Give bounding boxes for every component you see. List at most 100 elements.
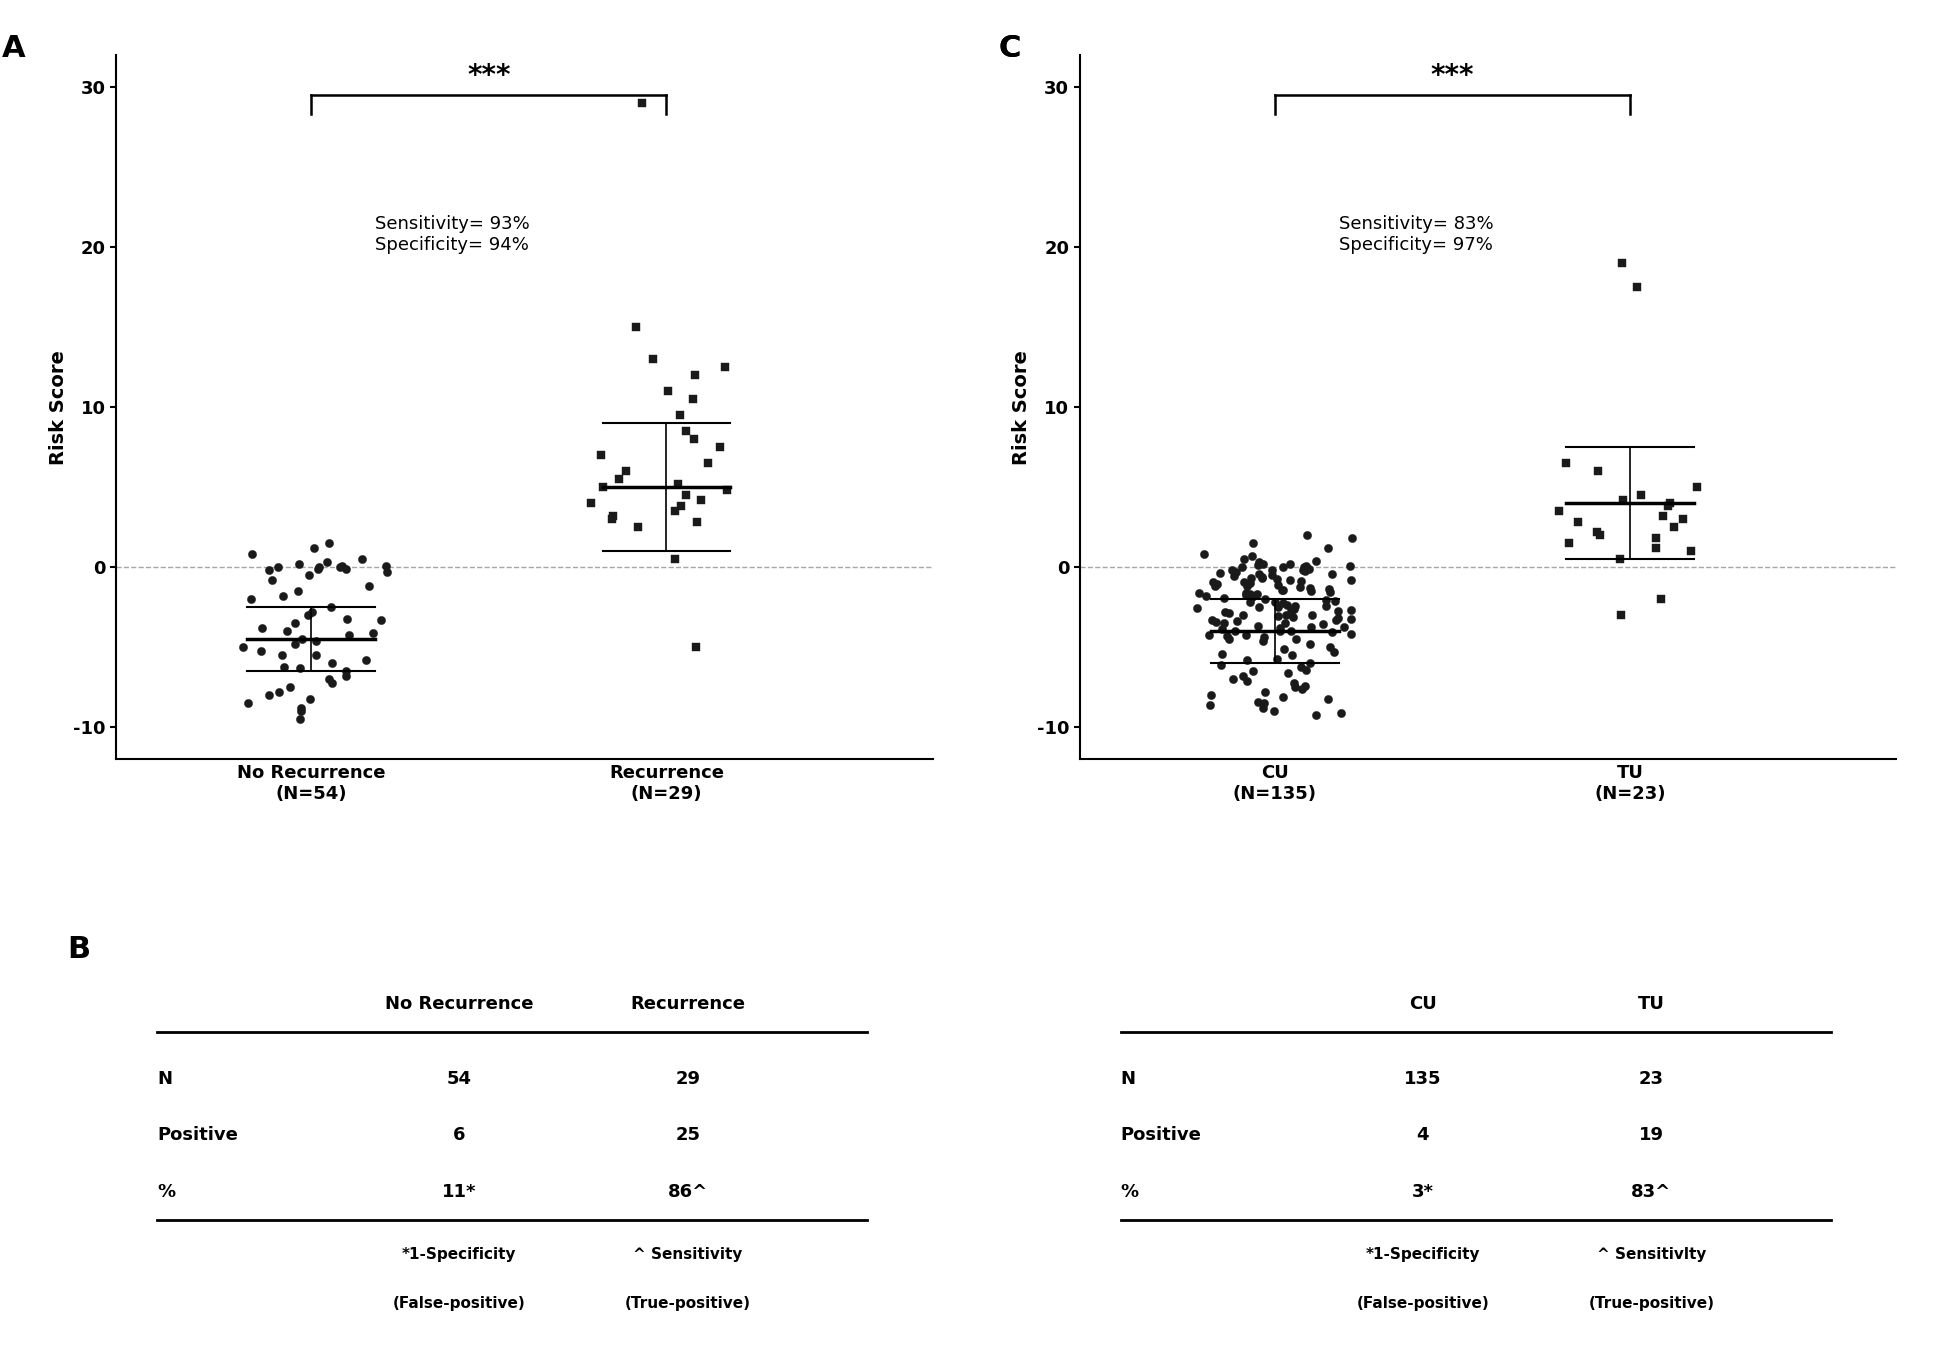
Point — [1310, 595, 1341, 617]
Point — [623, 516, 654, 538]
Point — [1641, 528, 1672, 550]
Text: Sensitivity= 93%
Specificity= 94%: Sensitivity= 93% Specificity= 94% — [375, 215, 530, 253]
Point — [1295, 577, 1325, 599]
Point — [1267, 637, 1298, 659]
Point — [1267, 557, 1298, 579]
Point — [1248, 553, 1279, 575]
Point — [596, 509, 627, 531]
Point — [1244, 551, 1275, 573]
Point — [1314, 688, 1345, 710]
Point — [1291, 554, 1322, 576]
Text: (True-positive): (True-positive) — [1589, 1295, 1714, 1311]
Point — [1289, 557, 1320, 579]
Point — [1235, 584, 1265, 606]
Text: (False-positive): (False-positive) — [1356, 1295, 1490, 1311]
Point — [1647, 505, 1678, 527]
Point — [331, 558, 362, 580]
Point — [660, 501, 691, 523]
Point — [283, 580, 313, 602]
Point — [1277, 606, 1308, 628]
Point — [1213, 628, 1244, 650]
Point — [246, 640, 277, 662]
Point — [588, 476, 619, 498]
Text: 11*: 11* — [441, 1183, 476, 1201]
Point — [1654, 492, 1685, 514]
Point — [1235, 591, 1265, 613]
Point — [1242, 691, 1273, 713]
Point — [315, 596, 346, 618]
Point — [1585, 524, 1616, 546]
Point — [1279, 598, 1310, 620]
Point — [1236, 544, 1267, 566]
Point — [1248, 698, 1279, 720]
Point — [1250, 681, 1281, 703]
Point — [294, 565, 325, 587]
Point — [281, 633, 312, 655]
Text: Positive: Positive — [157, 1126, 238, 1145]
Point — [1188, 543, 1219, 565]
Point — [312, 551, 342, 573]
Point — [611, 460, 642, 482]
Point — [621, 316, 652, 338]
Text: Sensitivity= 83%
Specificity= 97%: Sensitivity= 83% Specificity= 97% — [1339, 215, 1494, 253]
Point — [1314, 577, 1345, 599]
Point — [304, 558, 335, 580]
Point — [1198, 572, 1229, 594]
Point — [294, 688, 325, 710]
Point — [1200, 576, 1231, 598]
Point — [1295, 580, 1325, 602]
Point — [331, 607, 362, 629]
Point — [1209, 601, 1240, 622]
Point — [1668, 509, 1699, 531]
Point — [232, 692, 263, 714]
Point — [366, 609, 397, 631]
Point — [333, 624, 364, 646]
Point — [1190, 586, 1221, 607]
Point — [1206, 654, 1236, 676]
Point — [296, 601, 327, 622]
Point — [575, 492, 606, 514]
Text: 86^: 86^ — [668, 1183, 708, 1201]
Point — [1316, 581, 1347, 603]
Point — [1246, 566, 1277, 588]
Point — [1676, 540, 1707, 562]
Point — [677, 389, 708, 410]
Point — [1258, 700, 1289, 722]
Point — [292, 605, 323, 627]
Point — [1267, 579, 1298, 601]
Text: (False-positive): (False-positive) — [393, 1295, 526, 1311]
Point — [1291, 659, 1322, 681]
Point — [1231, 624, 1262, 646]
Text: 25: 25 — [675, 1126, 700, 1145]
Point — [236, 543, 267, 565]
Point — [627, 92, 658, 114]
Text: ***: *** — [466, 62, 511, 90]
Point — [1335, 609, 1366, 631]
Point — [1207, 618, 1238, 640]
Point — [652, 380, 683, 402]
Point — [1335, 554, 1366, 576]
Point — [664, 404, 695, 425]
Point — [304, 557, 335, 579]
Point — [681, 636, 712, 658]
Point — [1325, 702, 1356, 724]
Point — [1194, 694, 1225, 715]
Point — [1554, 532, 1585, 554]
Point — [598, 505, 629, 527]
Point — [1264, 620, 1295, 642]
Point — [1279, 672, 1310, 694]
Text: N: N — [1120, 1070, 1136, 1088]
Point — [267, 644, 298, 666]
Point — [1279, 595, 1310, 617]
Text: 29: 29 — [675, 1070, 700, 1088]
Point — [710, 356, 741, 378]
Point — [1275, 620, 1306, 642]
Point — [1329, 616, 1360, 637]
Point — [1231, 584, 1262, 606]
Point — [1182, 598, 1213, 620]
Text: 4: 4 — [1416, 1126, 1428, 1145]
Point — [1308, 613, 1339, 635]
Point — [1289, 561, 1320, 583]
Text: 83^: 83^ — [1631, 1183, 1672, 1201]
Point — [1608, 488, 1639, 510]
